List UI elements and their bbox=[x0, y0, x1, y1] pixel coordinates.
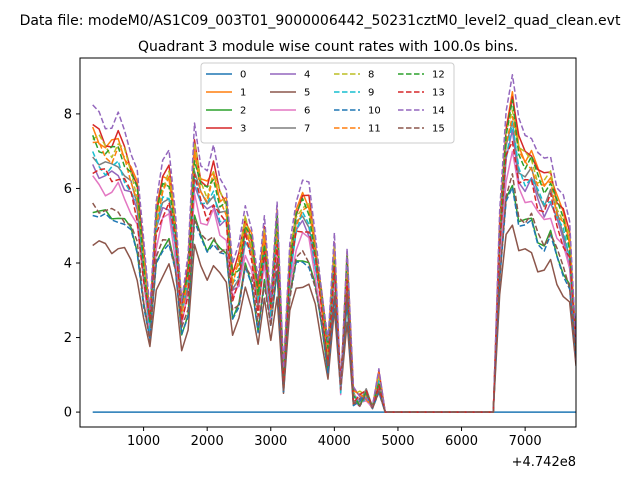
chart-title: Quadrant 3 module wise count rates with … bbox=[138, 39, 518, 55]
x-axis: 1000 2000 3000 4000 5000 6000 7000 bbox=[127, 427, 542, 449]
x-tick-label: 7000 bbox=[509, 434, 542, 449]
series-line-15 bbox=[92, 173, 576, 413]
legend-label-8: 8 bbox=[368, 70, 374, 81]
legend-label-12: 12 bbox=[432, 70, 445, 81]
legend-label-7: 7 bbox=[304, 124, 310, 135]
legend-label-4: 4 bbox=[304, 70, 310, 81]
legend-label-6: 6 bbox=[304, 106, 310, 117]
y-axis: 0 2 4 6 8 bbox=[64, 107, 80, 421]
figure-suptitle: Data file: modeM0/AS1C09_003T01_90000064… bbox=[20, 13, 621, 29]
plot-frame bbox=[79, 57, 577, 428]
legend-label-13: 13 bbox=[432, 88, 445, 99]
legend-label-0: 0 bbox=[240, 70, 246, 81]
series-line-8 bbox=[92, 109, 576, 413]
x-tick-label: 2000 bbox=[191, 434, 224, 449]
y-tick-label: 4 bbox=[64, 257, 72, 272]
legend-label-2: 2 bbox=[240, 106, 246, 117]
legend-frame bbox=[200, 62, 455, 144]
series-layer bbox=[91, 74, 576, 413]
y-tick-label: 8 bbox=[64, 107, 72, 122]
x-tick-label: 1000 bbox=[127, 434, 160, 449]
x-tick-label: 4000 bbox=[318, 434, 351, 449]
legend-label-9: 9 bbox=[368, 88, 374, 99]
y-tick-label: 0 bbox=[64, 406, 72, 421]
legend-label-1: 1 bbox=[240, 88, 246, 99]
x-tick-label: 5000 bbox=[381, 434, 414, 449]
series-line-13 bbox=[92, 140, 576, 413]
y-tick-label: 6 bbox=[64, 182, 72, 197]
series-line-6 bbox=[92, 150, 576, 413]
x-tick-label: 3000 bbox=[254, 434, 287, 449]
x-offset-label: +4.742e8 bbox=[512, 455, 576, 470]
x-tick-label: 6000 bbox=[445, 434, 478, 449]
legend-label-10: 10 bbox=[368, 106, 381, 117]
legend-label-11: 11 bbox=[368, 124, 381, 135]
legend-label-15: 15 bbox=[432, 124, 445, 135]
legend-label-3: 3 bbox=[240, 124, 246, 135]
legend-label-14: 14 bbox=[432, 106, 445, 117]
y-tick-label: 2 bbox=[64, 331, 72, 346]
legend-label-5: 5 bbox=[304, 88, 310, 99]
